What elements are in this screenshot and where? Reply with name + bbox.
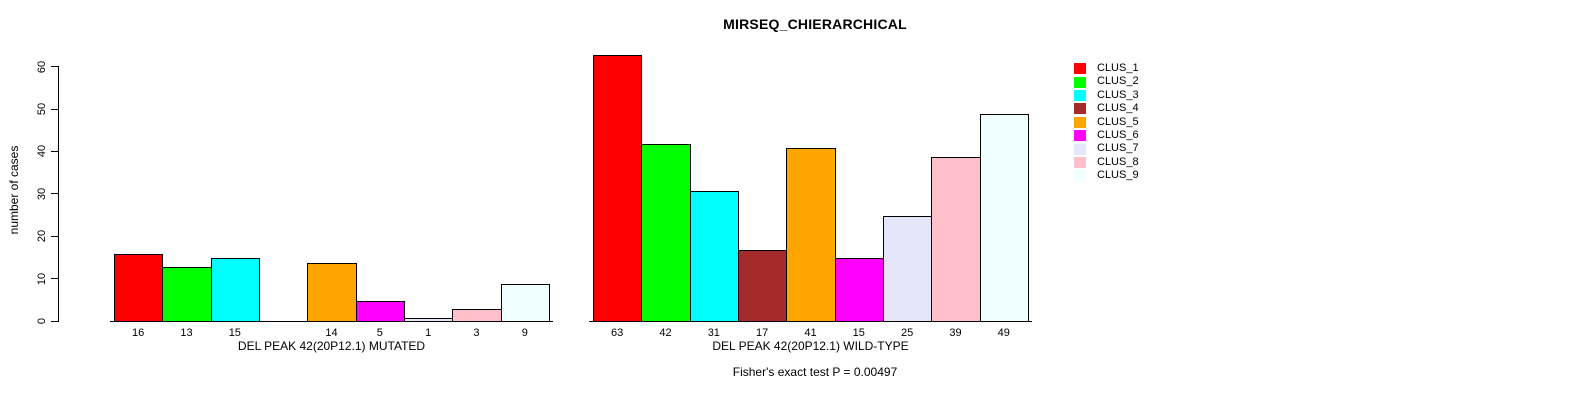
y-tick-label-text: 0 — [36, 317, 48, 325]
bar-clus_1 — [593, 55, 643, 322]
y-axis-line — [58, 66, 59, 322]
legend-label: CLUS_4 — [1097, 102, 1139, 115]
y-tick-label-text: 60 — [36, 60, 48, 73]
bar-panel-wild-type — [593, 52, 1029, 322]
legend-row-clus_5: CLUS_5 — [1074, 116, 1139, 129]
legend-row-clus_6: CLUS_6 — [1074, 129, 1139, 142]
bar-clus_7 — [882, 216, 933, 322]
bar-value-label: 42 — [659, 327, 672, 339]
legend-swatch-icon — [1074, 76, 1086, 88]
panel-caption-wild-type: DEL PEAK 42(20P12.1) WILD-TYPE — [712, 339, 909, 353]
bar-value-label: 15 — [852, 327, 865, 339]
legend-label: CLUS_6 — [1097, 128, 1139, 141]
bar-value-label: 25 — [901, 327, 914, 339]
legend-label: CLUS_1 — [1097, 62, 1139, 74]
bar-clus_6 — [834, 258, 884, 322]
bar-value-label: 5 — [376, 327, 383, 339]
legend-swatch-icon — [1074, 130, 1086, 142]
bar-value-label: 63 — [611, 327, 624, 339]
legend-swatch-icon — [1074, 103, 1086, 115]
bar-clus_9 — [979, 114, 1029, 322]
legend-row-clus_3: CLUS_3 — [1074, 89, 1139, 102]
x-axis-baseline — [110, 321, 553, 322]
y-tick-label-text: 10 — [36, 272, 48, 285]
bar-value-label: 9 — [521, 327, 528, 339]
legend-label: CLUS_3 — [1097, 88, 1139, 101]
y-tick-mark — [51, 320, 58, 322]
bar-value-label: 41 — [804, 327, 817, 339]
bar-clus_8 — [931, 156, 981, 322]
y-tick-label-text: 30 — [36, 187, 48, 200]
y-tick-label-text: 40 — [36, 145, 48, 158]
y-tick-mark — [51, 108, 58, 110]
fisher-test-annotation: Fisher's exact test P = 0.00497 — [732, 365, 898, 379]
legend-swatch-icon — [1074, 170, 1086, 182]
y-tick-mark — [51, 278, 58, 280]
legend-swatch-icon — [1074, 143, 1086, 155]
bar-value-label: 3 — [473, 327, 480, 339]
bar-clus_2 — [641, 144, 691, 322]
y-tick-mark — [51, 66, 58, 68]
legend-row-clus_9: CLUS_9 — [1074, 169, 1139, 182]
bar-clus_2 — [162, 266, 212, 322]
bar-clus_1 — [114, 254, 164, 322]
bar-clus_9 — [500, 283, 550, 322]
bar-value-label: 17 — [756, 327, 769, 339]
bar-clus_4 — [737, 249, 788, 322]
legend-swatch-icon — [1074, 63, 1086, 75]
legend-label: CLUS_8 — [1097, 155, 1139, 168]
bar-value-label: 15 — [228, 327, 241, 339]
legend-label: CLUS_2 — [1097, 75, 1139, 88]
bar-clus_3 — [210, 258, 260, 322]
legend: CLUS_1 CLUS_2 CLUS_3 CLUS_4 CLUS_5 CLUS_6 CLUS… — [1074, 62, 1139, 183]
y-tick-label-text: 20 — [36, 230, 48, 243]
bar-clus_3 — [689, 190, 739, 322]
legend-swatch-icon — [1074, 89, 1086, 101]
legend-row-clus_1: CLUS_1 — [1074, 62, 1139, 75]
legend-label: CLUS_5 — [1097, 115, 1139, 128]
y-axis-title-text: number of cases — [7, 145, 21, 235]
y-tick-label-text: 50 — [36, 102, 48, 116]
legend-label: CLUS_7 — [1097, 142, 1139, 155]
bar-clus_6 — [355, 300, 405, 322]
x-axis-baseline — [589, 321, 1032, 322]
legend-label: CLUS_9 — [1097, 169, 1139, 182]
bar-value-label: 13 — [180, 327, 193, 339]
bar-value-label: 16 — [132, 327, 145, 339]
bar-panel-mutated — [114, 52, 550, 322]
y-tick-mark — [51, 150, 58, 152]
chart-title: MIRSEQ_CHIERARCHICAL — [723, 16, 907, 32]
bar-value-label: 31 — [707, 327, 720, 339]
legend-row-clus_7: CLUS_7 — [1074, 142, 1139, 155]
legend-swatch-icon — [1074, 116, 1086, 128]
bar-value-label: 1 — [425, 327, 432, 339]
legend-row-clus_4: CLUS_4 — [1074, 102, 1139, 115]
bar-value-label: 14 — [325, 327, 338, 339]
bar-clus_5 — [307, 262, 357, 322]
y-tick-mark — [51, 235, 58, 237]
y-tick-mark — [51, 193, 58, 195]
bar-value-label: 49 — [997, 327, 1010, 339]
legend-swatch-icon — [1074, 156, 1086, 168]
legend-row-clus_8: CLUS_8 — [1074, 156, 1139, 169]
bar-value-label: 39 — [949, 327, 962, 339]
bar-clus_5 — [786, 148, 836, 322]
panel-caption-mutated: DEL PEAK 42(20P12.1) MUTATED — [237, 339, 426, 353]
legend-row-clus_2: CLUS_2 — [1074, 75, 1139, 88]
